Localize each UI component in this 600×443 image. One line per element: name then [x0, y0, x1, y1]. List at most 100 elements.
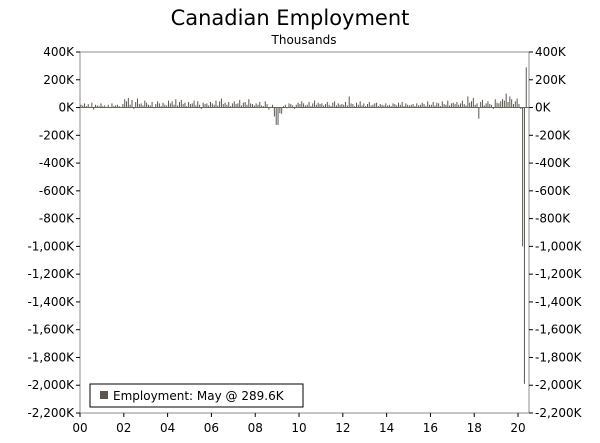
bar	[314, 100, 316, 108]
y-tick-label-right: -1,600K	[535, 323, 583, 337]
bar	[235, 104, 237, 108]
bar	[315, 104, 317, 108]
bar	[180, 99, 182, 108]
bar	[290, 104, 292, 108]
y-tick-label-right: 0K	[535, 101, 552, 115]
bar	[82, 105, 84, 108]
y-tick-label-right: -2,200K	[535, 406, 583, 420]
bar	[220, 98, 222, 108]
bar	[438, 103, 440, 108]
bar	[113, 106, 115, 108]
bar	[257, 104, 259, 108]
bar	[339, 104, 341, 108]
bar	[354, 106, 356, 108]
bar	[155, 104, 157, 108]
bar	[376, 102, 378, 108]
bar	[127, 97, 129, 108]
bar	[443, 104, 445, 108]
bar	[496, 102, 498, 108]
bar	[372, 104, 374, 108]
bar	[425, 106, 427, 108]
bar	[184, 102, 186, 108]
bar	[160, 106, 162, 108]
bar	[264, 101, 266, 108]
bar	[427, 101, 429, 108]
bar	[387, 105, 389, 108]
bar	[171, 101, 173, 108]
bar	[297, 102, 299, 108]
bar	[383, 105, 385, 108]
bar	[511, 99, 513, 108]
bar	[273, 107, 275, 117]
bar	[246, 104, 248, 108]
bar	[304, 105, 306, 108]
y-tick-label-left: 200K	[43, 73, 75, 87]
bar	[301, 101, 303, 108]
y-tick-label-right: -1,800K	[535, 350, 583, 364]
bar	[500, 101, 502, 108]
bar	[131, 99, 133, 108]
y-tick-label-left: -1,400K	[27, 295, 75, 309]
bar	[381, 104, 383, 108]
bar	[226, 104, 228, 108]
bar	[394, 104, 396, 108]
bar	[405, 103, 407, 108]
bar	[299, 104, 301, 108]
bar	[308, 101, 310, 108]
bar	[434, 105, 436, 108]
bar	[288, 103, 290, 108]
y-tick-label-left: -1,000K	[27, 239, 75, 253]
chart-subtitle: Thousands	[271, 33, 337, 47]
y-tick-label-left: 0K	[58, 101, 75, 115]
bar	[492, 107, 494, 109]
bar	[359, 101, 361, 108]
y-tick-label-right: 200K	[535, 73, 567, 87]
bar	[239, 99, 241, 108]
bar	[418, 105, 420, 108]
y-tick-label-right: -1,200K	[535, 267, 583, 281]
bar	[507, 101, 509, 108]
bar	[147, 104, 149, 108]
bar	[463, 104, 465, 108]
bar	[361, 105, 363, 108]
bar	[188, 101, 190, 108]
bar	[146, 102, 148, 108]
bar	[323, 105, 325, 108]
bar	[266, 104, 268, 108]
x-tick-label: 10	[291, 421, 306, 435]
bar	[324, 104, 326, 108]
bar	[474, 104, 476, 108]
bar	[487, 101, 489, 108]
bar	[467, 96, 469, 108]
bar	[377, 106, 379, 108]
x-tick-label: 08	[248, 421, 263, 435]
bar	[410, 104, 412, 108]
bar	[292, 105, 294, 108]
bar	[317, 102, 319, 108]
bar	[345, 101, 347, 108]
bar	[498, 103, 500, 108]
bar	[191, 103, 193, 108]
bar	[401, 101, 403, 108]
bar	[80, 104, 82, 108]
bar	[346, 105, 348, 108]
bar	[219, 101, 221, 108]
bar	[456, 101, 458, 108]
bar	[149, 105, 151, 108]
bar	[140, 103, 142, 108]
bar	[222, 104, 224, 108]
y-tick-label-right: -600K	[535, 184, 571, 198]
bar	[491, 104, 493, 108]
bar	[514, 101, 516, 108]
bar	[259, 101, 261, 108]
bar	[403, 106, 405, 108]
bar	[195, 105, 197, 108]
y-tick-label-right: -1,000K	[535, 239, 583, 253]
bar	[460, 103, 462, 108]
bar	[430, 104, 432, 108]
bar	[279, 107, 281, 114]
bar	[193, 100, 195, 108]
bar	[284, 104, 286, 108]
x-tick-label: 00	[72, 421, 87, 435]
